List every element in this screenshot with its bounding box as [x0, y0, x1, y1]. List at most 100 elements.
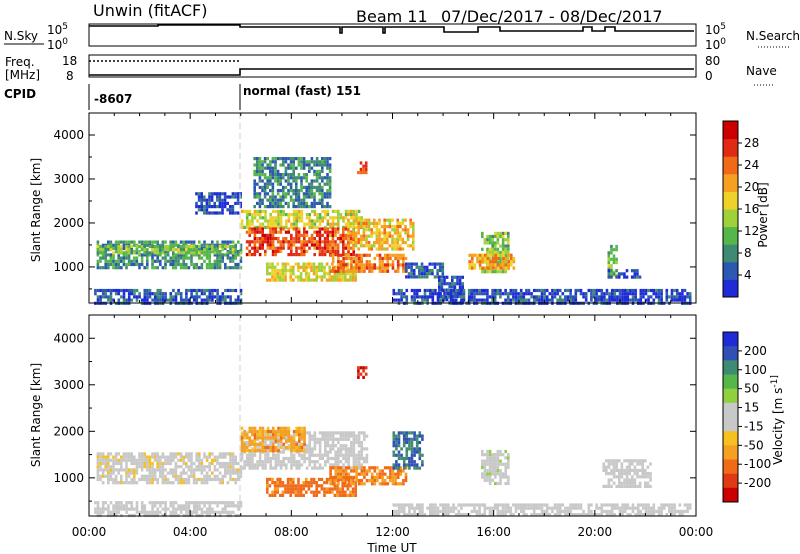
velocity-cell	[397, 513, 401, 517]
power-cell	[346, 278, 350, 282]
velocity-cell	[245, 460, 249, 464]
power-cell	[164, 253, 167, 257]
power-cell	[328, 163, 332, 167]
power-cell	[297, 163, 301, 167]
power-cell	[399, 234, 402, 238]
velocity-cell	[221, 481, 224, 485]
power-cell	[344, 278, 347, 282]
power-cell	[104, 295, 108, 299]
velocity-cell	[365, 453, 369, 457]
power-cell	[412, 225, 415, 229]
velocity-cell	[273, 493, 277, 497]
power-cell	[607, 264, 611, 268]
velocity-cell	[276, 481, 279, 485]
power-cell	[326, 209, 330, 213]
velocity-cell	[161, 501, 165, 505]
velocity-cell	[376, 466, 379, 470]
velocity-cell	[216, 461, 219, 466]
power-cell	[109, 244, 113, 249]
power-cell	[169, 244, 172, 249]
power-cell	[610, 273, 613, 277]
power-cell	[342, 227, 345, 231]
velocity-cell	[172, 501, 175, 505]
power-cell	[96, 251, 100, 255]
power-cell	[365, 228, 368, 232]
velocity-cell	[331, 482, 335, 486]
power-cell	[292, 222, 296, 226]
velocity-cell	[395, 444, 398, 448]
velocity-cell	[148, 510, 152, 514]
velocity-cell	[229, 477, 232, 482]
power-cell	[303, 237, 306, 241]
velocity-cell	[143, 458, 146, 462]
power-cell	[436, 275, 439, 279]
power-cell	[509, 292, 513, 296]
velocity-cell	[104, 468, 107, 472]
velocity-cell	[114, 468, 118, 472]
velocity-cell	[352, 431, 356, 435]
power-cell	[135, 295, 139, 299]
power-cell	[205, 298, 209, 302]
power-cell	[436, 272, 439, 276]
velocity-cell	[344, 484, 347, 488]
power-cell	[256, 230, 259, 234]
power-cell	[346, 262, 350, 266]
velocity-cell	[338, 477, 342, 481]
power-cell	[177, 288, 180, 293]
velocity-cell	[211, 461, 214, 466]
power-cell	[292, 192, 295, 196]
power-cell	[456, 278, 459, 283]
velocity-cell	[258, 460, 262, 464]
velocity-cell	[109, 477, 113, 482]
power-cell	[543, 288, 546, 293]
power-cell	[271, 160, 275, 164]
power-cell	[289, 275, 292, 279]
velocity-cell	[349, 493, 352, 497]
velocity-cell	[248, 460, 252, 464]
power-cell	[221, 208, 224, 212]
power-cell	[271, 198, 275, 202]
power-cell	[224, 298, 227, 302]
velocity-cell	[514, 506, 518, 510]
velocity-cell	[245, 449, 249, 453]
velocity-cell	[285, 466, 288, 470]
power-cell	[608, 292, 611, 296]
power-cell	[402, 266, 405, 270]
velocity-cell	[229, 471, 232, 475]
power-cell	[302, 166, 306, 170]
power-cell	[192, 262, 196, 267]
power-cell	[297, 253, 301, 257]
velocity-cell	[290, 466, 293, 470]
velocity-cell	[556, 506, 559, 510]
power-cell	[211, 250, 214, 254]
velocity-cell	[274, 439, 278, 443]
velocity-cell	[101, 468, 105, 472]
velocity-cell	[153, 455, 157, 459]
velocity-cell	[99, 465, 102, 469]
velocity-cell	[605, 459, 608, 463]
power-cell	[281, 268, 285, 273]
velocity-cell	[272, 426, 275, 430]
velocity-cell	[321, 437, 324, 441]
power-cell	[436, 298, 440, 302]
velocity-cell	[151, 471, 154, 475]
velocity-cell	[486, 462, 489, 466]
velocity-cell	[133, 477, 136, 482]
power-cell	[389, 263, 392, 267]
power-cell	[269, 160, 272, 164]
velocity-cell	[633, 472, 637, 476]
power-cell	[512, 260, 516, 264]
velocity-cell	[213, 501, 217, 505]
power-cell	[381, 260, 384, 264]
power-cell	[610, 251, 613, 255]
power-colorbar-tick-label: 8	[744, 246, 752, 260]
power-cell	[208, 256, 211, 260]
velocity-cell	[234, 504, 238, 508]
power-cell	[200, 195, 203, 199]
power-cell	[261, 185, 264, 189]
power-cell	[338, 278, 342, 282]
power-cell	[507, 234, 510, 239]
power-cell	[258, 185, 262, 189]
power-cell	[271, 253, 275, 257]
